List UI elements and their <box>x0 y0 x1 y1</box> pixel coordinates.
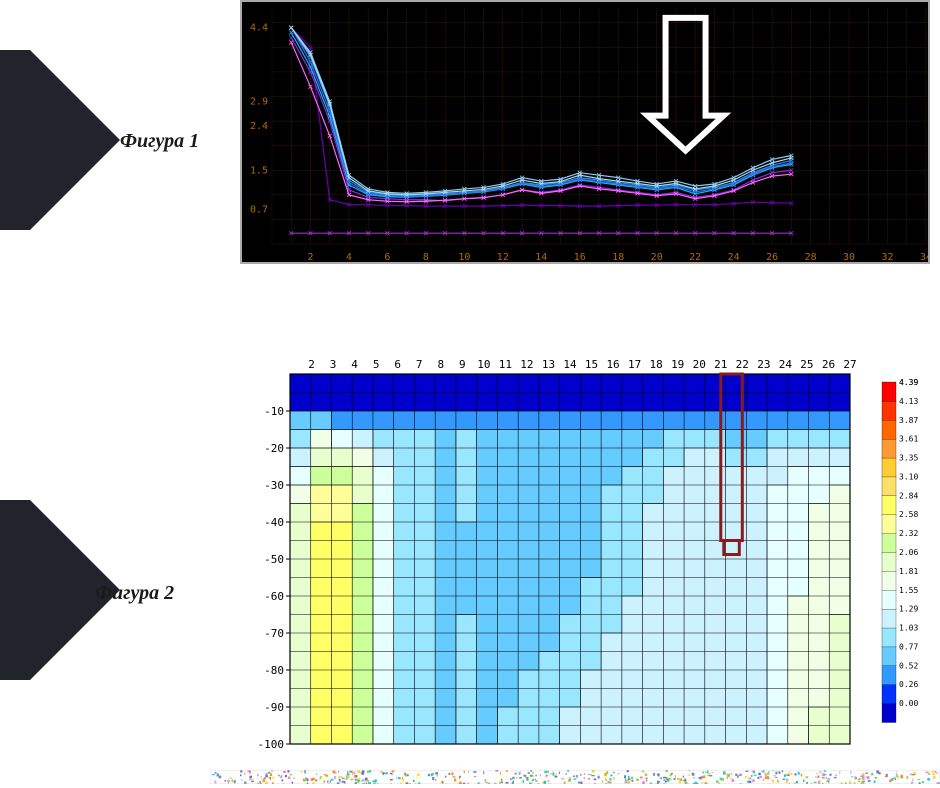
svg-text:34: 34 <box>920 252 928 262</box>
svg-text:24: 24 <box>779 358 793 371</box>
chart1-line: 2468101214161820222426283032340.71.52.42… <box>240 0 930 264</box>
svg-text:22: 22 <box>736 358 749 371</box>
svg-text:14: 14 <box>563 358 577 371</box>
svg-text:3.87: 3.87 <box>899 416 918 425</box>
svg-text:32: 32 <box>882 252 894 262</box>
svg-text:2.58: 2.58 <box>899 510 918 519</box>
svg-text:2.9: 2.9 <box>250 96 268 107</box>
deco-arrow-1 <box>0 50 120 230</box>
svg-text:13: 13 <box>542 358 555 371</box>
svg-text:12: 12 <box>497 252 509 262</box>
svg-text:12: 12 <box>520 358 533 371</box>
svg-text:23: 23 <box>757 358 770 371</box>
svg-text:0.52: 0.52 <box>899 661 918 670</box>
svg-text:-50: -50 <box>264 553 284 566</box>
svg-text:2: 2 <box>307 252 313 262</box>
svg-text:9: 9 <box>459 358 466 371</box>
figure1-label: Фигура 1 <box>120 130 199 153</box>
svg-text:1.5: 1.5 <box>250 165 268 176</box>
svg-text:2.4: 2.4 <box>250 121 268 132</box>
svg-text:0.26: 0.26 <box>899 680 918 689</box>
svg-text:14: 14 <box>535 252 547 262</box>
svg-text:2.84: 2.84 <box>899 491 918 500</box>
svg-text:0.00: 0.00 <box>899 699 918 708</box>
svg-text:4.13: 4.13 <box>899 397 918 406</box>
svg-text:27: 27 <box>843 358 856 371</box>
svg-text:-30: -30 <box>264 479 284 492</box>
svg-text:16: 16 <box>574 252 586 262</box>
svg-text:6: 6 <box>394 358 401 371</box>
svg-text:11: 11 <box>499 358 512 371</box>
svg-text:28: 28 <box>805 252 817 262</box>
svg-text:-100: -100 <box>258 738 285 751</box>
svg-text:2.32: 2.32 <box>899 529 918 538</box>
svg-text:20: 20 <box>693 358 706 371</box>
chart2-legend: 0.00 0.26 0.52 0.77 1.03 1.29 1.55 1.81 2.06 2.32… <box>880 372 930 732</box>
svg-text:0.77: 0.77 <box>899 642 918 651</box>
svg-text:3.35: 3.35 <box>899 454 918 463</box>
svg-text:5: 5 <box>373 358 380 371</box>
svg-text:17: 17 <box>628 358 641 371</box>
svg-text:-80: -80 <box>264 664 284 677</box>
svg-text:4: 4 <box>346 252 352 262</box>
svg-text:3.10: 3.10 <box>899 472 918 481</box>
noise-strip <box>210 770 940 784</box>
svg-text:19: 19 <box>671 358 684 371</box>
svg-text:22: 22 <box>689 252 701 262</box>
svg-text:16: 16 <box>606 358 619 371</box>
svg-text:2.06: 2.06 <box>899 548 918 557</box>
svg-text:10: 10 <box>458 252 470 262</box>
svg-text:18: 18 <box>650 358 663 371</box>
svg-text:21: 21 <box>714 358 727 371</box>
svg-text:24: 24 <box>728 252 740 262</box>
chart2-heatmap: 2345678910111213141516171819202122232425… <box>240 352 860 752</box>
svg-text:4.4: 4.4 <box>250 23 268 34</box>
svg-text:1.55: 1.55 <box>899 586 918 595</box>
svg-text:-60: -60 <box>264 590 284 603</box>
svg-text:2: 2 <box>308 358 315 371</box>
svg-text:25: 25 <box>800 358 813 371</box>
svg-text:1.81: 1.81 <box>899 567 918 576</box>
svg-text:10: 10 <box>477 358 490 371</box>
svg-text:6: 6 <box>384 252 390 262</box>
svg-text:26: 26 <box>766 252 778 262</box>
svg-text:-10: -10 <box>264 405 284 418</box>
svg-text:-20: -20 <box>264 442 284 455</box>
page: Фигура 1 Фигура 2 2468101214161820222426… <box>0 0 940 788</box>
svg-text:-70: -70 <box>264 627 284 640</box>
svg-text:8: 8 <box>437 358 444 371</box>
svg-text:30: 30 <box>843 252 855 262</box>
svg-text:0.7: 0.7 <box>250 205 268 216</box>
svg-text:15: 15 <box>585 358 598 371</box>
svg-text:26: 26 <box>822 358 835 371</box>
svg-text:20: 20 <box>651 252 663 262</box>
svg-text:4.39: 4.39 <box>899 378 918 387</box>
svg-text:1.03: 1.03 <box>899 624 918 633</box>
svg-text:8: 8 <box>423 252 429 262</box>
svg-text:3: 3 <box>330 358 337 371</box>
svg-text:3.61: 3.61 <box>899 435 918 444</box>
svg-text:-90: -90 <box>264 701 284 714</box>
svg-text:18: 18 <box>612 252 624 262</box>
svg-text:-40: -40 <box>264 516 284 529</box>
figure2-label: Фигура 2 <box>95 582 174 605</box>
svg-text:1.29: 1.29 <box>899 605 918 614</box>
svg-text:4: 4 <box>351 358 358 371</box>
svg-text:7: 7 <box>416 358 423 371</box>
